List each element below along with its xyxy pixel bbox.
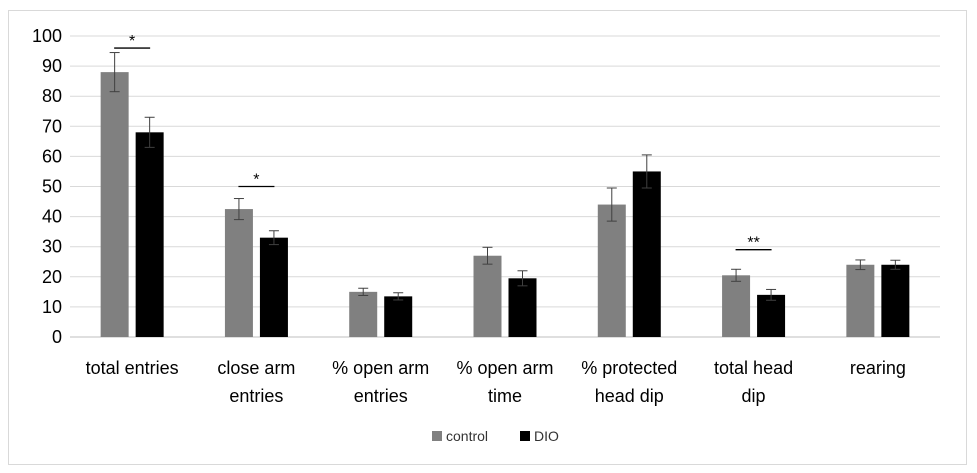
bar-dio [384,296,413,337]
bar-control [597,204,626,337]
significance-marker: ** [747,235,759,252]
bar-dio [508,278,537,337]
bar-control [224,209,253,337]
x-category-label: total head dip [714,358,793,406]
x-category-label: % protected head dip [581,358,677,406]
y-tick-label: 90 [42,56,62,76]
significance-marker: * [129,33,135,50]
x-category-label: rearing [850,358,906,378]
bar-dio [259,237,288,337]
y-tick-label: 70 [42,116,62,136]
y-tick-label: 40 [42,207,62,227]
y-tick-label: 100 [32,26,62,46]
y-tick-label: 60 [42,146,62,166]
bar-control [100,72,129,338]
bar-control [473,255,502,337]
legend-swatch [432,431,442,441]
bar-dio [757,294,786,337]
x-category-label: close arm entries [217,358,295,406]
legend-swatch [520,431,530,441]
y-tick-label: 50 [42,177,62,197]
bar-control [846,264,875,337]
bar-dio [632,171,661,337]
y-tick-label: 0 [52,327,62,347]
bar-control [349,291,378,337]
chart-frame [8,10,967,465]
legend-label: DIO [534,428,559,444]
x-category-label: % open arm time [456,358,553,406]
significance-marker: * [253,172,259,189]
y-tick-label: 10 [42,297,62,317]
bar-dio [881,264,910,337]
y-tick-label: 30 [42,237,62,257]
legend-label: control [446,428,488,444]
x-category-label: % open arm entries [332,358,429,406]
bar-dio [135,132,164,337]
bar-control [722,275,751,337]
y-tick-label: 20 [42,267,62,287]
y-tick-label: 80 [42,86,62,106]
x-category-label: total entries [86,358,179,378]
